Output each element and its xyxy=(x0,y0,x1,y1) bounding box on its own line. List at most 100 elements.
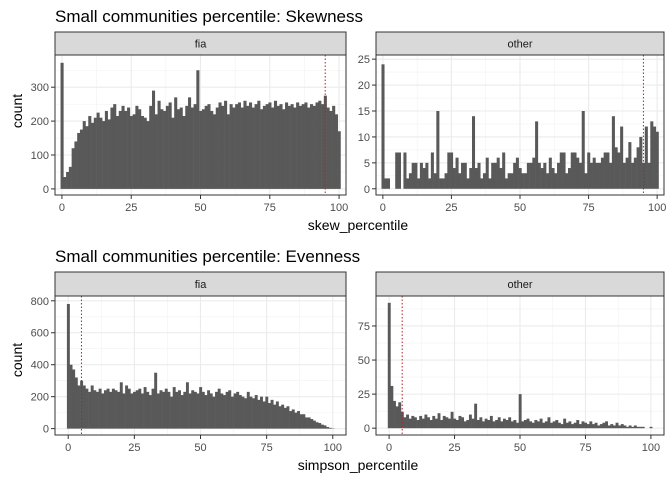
histogram-bar xyxy=(565,173,569,189)
facet-strip-label: other xyxy=(507,279,532,291)
histogram-bar xyxy=(244,398,248,429)
x-tick-label: 100 xyxy=(324,442,342,454)
histogram-bar xyxy=(90,385,94,429)
histogram-bar xyxy=(320,424,324,429)
histogram-bar xyxy=(623,425,627,429)
y-tick-label: 0 xyxy=(43,424,49,436)
histogram-bar xyxy=(140,393,144,429)
y-tick-label: 25 xyxy=(358,54,370,66)
histogram-bar xyxy=(476,420,480,429)
histogram-bar xyxy=(466,420,470,429)
histogram-bar xyxy=(650,121,654,189)
histogram-bar xyxy=(406,414,410,429)
histogram-bar xyxy=(504,178,508,189)
histogram-bar xyxy=(592,157,596,189)
histogram-bar xyxy=(196,70,200,189)
histogram-bar xyxy=(183,391,187,429)
histogram-bar xyxy=(523,420,527,429)
histogram-bar xyxy=(432,415,436,429)
histogram-bar xyxy=(617,152,621,189)
histogram-bar xyxy=(537,421,540,429)
histogram-bar xyxy=(260,396,263,429)
histogram-bar xyxy=(275,401,279,429)
histogram-bar xyxy=(240,107,244,189)
histogram-bar xyxy=(466,178,470,189)
histogram-bar xyxy=(557,422,561,429)
histogram-bar xyxy=(463,421,467,429)
histogram-bar xyxy=(479,417,483,429)
histogram-bar xyxy=(639,136,643,189)
histogram-bar xyxy=(304,417,308,429)
histogram-bar xyxy=(115,116,120,189)
histogram-bar xyxy=(395,406,399,429)
histogram-bar xyxy=(307,417,311,429)
histogram-bar xyxy=(507,173,511,189)
x-tick-label: 50 xyxy=(194,442,206,454)
histogram-bar xyxy=(268,102,272,189)
histogram-bar xyxy=(639,426,643,429)
histogram-bar xyxy=(649,426,653,429)
histogram-bar xyxy=(434,418,438,429)
y-tick-label: 0 xyxy=(364,423,370,435)
histogram-bar xyxy=(209,393,213,429)
histogram-bar xyxy=(555,420,559,429)
histogram-bar xyxy=(513,420,517,429)
y-tick-label: 400 xyxy=(31,360,49,372)
histogram-bar xyxy=(592,424,595,429)
histogram-bar xyxy=(543,162,547,189)
histogram-bar xyxy=(455,420,459,429)
histogram-bar xyxy=(524,173,528,189)
histogram-bar xyxy=(151,388,155,429)
histogram-bar xyxy=(408,418,412,429)
histogram-bar xyxy=(260,109,264,189)
histogram-bar xyxy=(124,110,128,189)
histogram-bar xyxy=(647,162,651,189)
histogram-bar xyxy=(230,396,234,429)
histogram-bar xyxy=(98,388,102,429)
histogram-bar xyxy=(283,407,287,429)
histogram-bar xyxy=(185,382,189,429)
histogram-bar xyxy=(600,157,604,189)
histogram-bar xyxy=(60,62,64,189)
histogram-bar xyxy=(653,126,657,189)
histogram-bar xyxy=(562,152,566,189)
histogram-bar xyxy=(180,395,184,429)
histogram-bar xyxy=(66,171,70,189)
histogram-bar xyxy=(88,116,92,189)
skewness-facet-other: other 0 25 50 75 100 0 5 10 15 20 25 xyxy=(358,31,666,214)
histogram-bar xyxy=(143,117,147,189)
histogram-bar xyxy=(270,399,274,429)
histogram-bar xyxy=(642,162,646,189)
y-tick-label: 300 xyxy=(31,82,49,94)
x-tick-label: 25 xyxy=(125,202,137,214)
histogram-bar xyxy=(304,102,308,189)
histogram-bar xyxy=(468,414,472,429)
histogram-bar xyxy=(605,421,609,429)
histogram-bar xyxy=(614,147,618,189)
histogram-bar xyxy=(302,414,306,429)
x-tick-label: 0 xyxy=(65,442,71,454)
histogram-bar xyxy=(595,162,599,189)
histogram-bar xyxy=(529,421,533,429)
histogram-bar xyxy=(117,391,121,429)
histogram-bar xyxy=(212,114,217,189)
histogram-bar xyxy=(285,102,289,189)
histogram-bar xyxy=(104,110,108,189)
histogram-bar xyxy=(469,168,473,189)
histogram-bar xyxy=(584,422,588,429)
histogram-bar xyxy=(552,421,556,429)
histogram-bar xyxy=(168,102,172,189)
skewness-facet-fia: fia 0 25 50 75 100 0 100 200 300 xyxy=(31,31,348,214)
histogram-bar xyxy=(414,162,418,189)
evenness-figure: Small communities percentile: Evenness c… xyxy=(9,247,665,473)
histogram-bar xyxy=(279,104,283,189)
histogram-bar xyxy=(628,142,632,189)
histogram-bar xyxy=(421,418,425,429)
histogram-bar xyxy=(496,157,500,189)
y-tick-label: 200 xyxy=(31,392,49,404)
histogram-bar xyxy=(113,104,117,189)
histogram-bar xyxy=(403,152,407,189)
histogram-bar xyxy=(430,152,434,189)
histogram-bar xyxy=(416,420,420,429)
histogram-bar xyxy=(225,391,229,429)
